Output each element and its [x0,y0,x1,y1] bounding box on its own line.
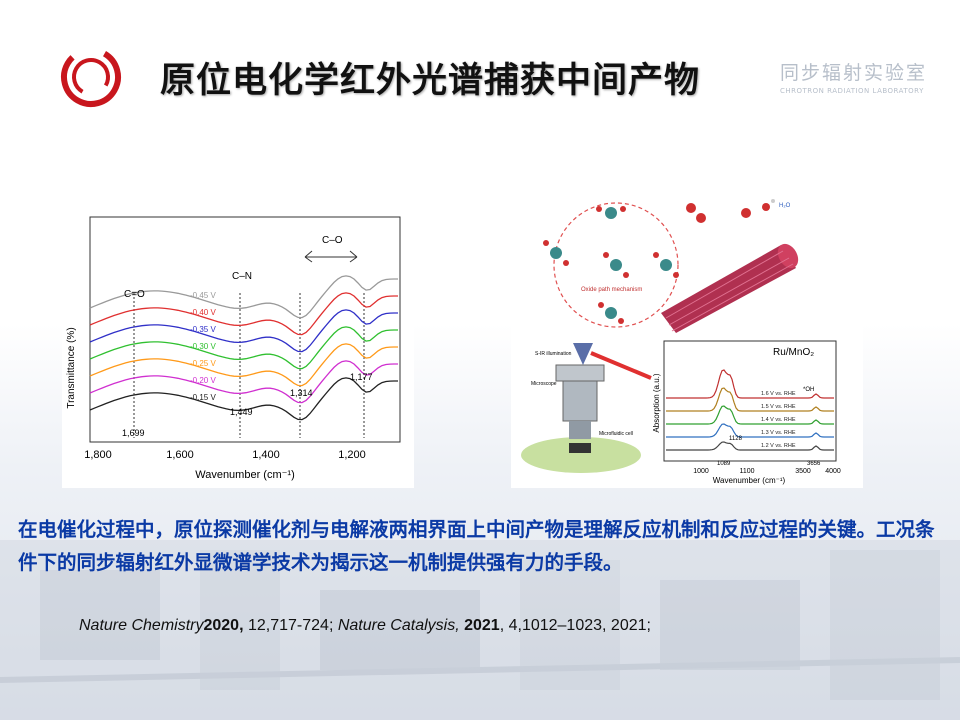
mechanism-and-spectra-figure: Oxide path mechanism H₂O S-IR illuminati… [511,193,863,488]
spectrum-series-label: 1.6 V vs. RHE [761,391,796,397]
x-tick-1200: 1,200 [338,449,366,461]
lab-photo-background [0,540,960,720]
series-label: -0.20 V [190,376,216,385]
spectrum-x-3500: 3500 [795,468,811,475]
spectrum-series-line [666,441,834,451]
spectrum-series-label: 1.3 V vs. RHE [761,430,796,436]
ref-year-1: 2020, [203,617,244,634]
series-label: -0.25 V [190,359,216,368]
slide-title: 原位电化学红外光谱捕获中间产物 [160,61,701,101]
annot-c-o: C–O [322,235,343,246]
peak-1128: 1128 [729,436,743,442]
ylabel-transmittance: Transmittance (%) [66,327,77,408]
series-label: -0.45 V [190,291,216,300]
series-line [89,309,398,353]
spectrum-x-4000: 4000 [825,468,841,475]
spectrum-xlabel: Wavenumber (cm⁻¹) [713,476,786,485]
ref-journal-2: Nature Catalysis, [337,617,460,634]
sir-label: S-IR illumination [535,351,572,357]
spectrum-title: Ru/MnO₂ [773,347,814,358]
series-line [89,360,398,404]
x-tick-1400: 1,400 [252,449,280,461]
series-line [89,275,398,319]
series-line [89,326,398,370]
peak-1699: 1,699 [122,428,145,438]
lab-watermark: 同步辐射实验室 CHROTRON RADIATION LABORATORY [780,58,950,95]
series-label: -0.30 V [190,342,216,351]
series-label: -0.15 V [190,393,216,402]
spectrum-x-1000: 1000 [693,468,709,475]
x-tick-1600: 1,600 [166,449,194,461]
lab-name-en: CHROTRON RADIATION LABORATORY [780,87,924,95]
spectrum-series-label: 1.5 V vs. RHE [761,404,796,410]
molecule-cluster-icon [543,199,775,324]
spectrum-ylabel: Absorption (a.u.) [652,373,661,432]
peak-1449: 1,449 [230,407,253,417]
ref-detail-2: , 4,1012–1023, 2021; [499,617,651,634]
spectrum-series-label: 1.4 V vs. RHE [761,417,796,423]
logo-ring-icon [61,47,121,107]
peak-1177: 1,177 [350,372,373,382]
annot-c-double-o: C=O [124,289,145,300]
body-paragraph: 在电催化过程中，原位探测催化剂与电解液两相界面上中间产物是理解反应机制和反应过程… [18,518,935,574]
annot-c-n: C–N [232,271,252,282]
oxide-path-label: Oxide path mechanism [581,287,642,293]
nanotube-icon [661,243,799,333]
ref-journal-1: Nature Chemistry [79,617,204,634]
peak-3656: 3656 [807,461,821,467]
water-label: H₂O [779,203,791,209]
spectrum-series-line [666,387,834,412]
xlabel-wavenumber: Wavenumber (cm⁻¹) [195,469,295,481]
spectrum-x-1100: 1100 [739,468,754,475]
series-line [89,377,398,421]
microscope-label: Microscope [531,381,557,387]
series-line [89,292,398,336]
series-line [89,343,398,387]
spectrum-series-line [666,423,834,438]
ref-detail-1: 12,717-724; [243,617,338,634]
series-label: -0.40 V [190,308,216,317]
spectrum-series-line [666,369,834,399]
lab-name-cn: 同步辐射实验室 [780,62,928,84]
reference-line: Nature Chemistry2020, 12,717-724; Nature… [79,617,651,635]
spectrum-series-label: 1.2 V vs. RHE [761,443,796,449]
peak-1314: 1,314 [290,388,313,398]
ir-transmittance-figure: -0.45 V -0.40 V -0.35 V -0.30 V -0.25 V -0.20… [62,193,414,488]
peak-1089: 1089 [717,461,731,467]
microscope-setup-icon [521,343,652,473]
spectrum-series-line [666,405,834,425]
ref-year-2: 2021 [459,617,500,634]
x-tick-1800: 1,800 [84,449,112,461]
oh-label: *OH [803,387,814,393]
microfluidic-cell-label: Microfluidic cell [599,431,633,437]
series-label: -0.35 V [190,325,216,334]
